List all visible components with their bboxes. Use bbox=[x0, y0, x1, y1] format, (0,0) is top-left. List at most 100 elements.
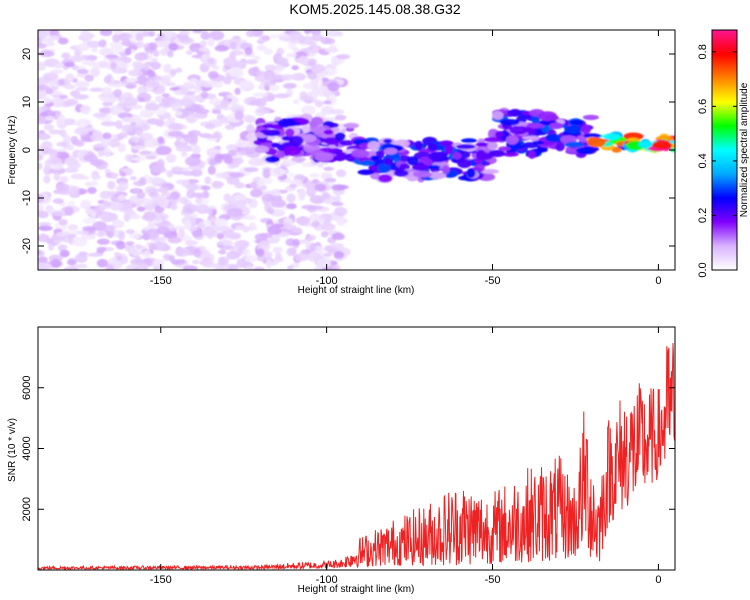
heatmap-cell bbox=[652, 140, 672, 149]
heatmap-cell bbox=[412, 171, 433, 178]
y-tick-label: 0 bbox=[21, 147, 33, 153]
heatmap-cell bbox=[111, 219, 125, 229]
heatmap-cell bbox=[38, 162, 43, 170]
heatmap-cell bbox=[191, 144, 201, 155]
heatmap-cell bbox=[151, 195, 166, 205]
heatmap-cell bbox=[153, 50, 160, 57]
heatmap-cell bbox=[182, 265, 198, 270]
heatmap-cell bbox=[383, 138, 393, 144]
heatmap-cell bbox=[333, 206, 348, 217]
heatmap-cell bbox=[253, 266, 262, 270]
heatmap-cell bbox=[323, 129, 334, 135]
heatmap-cell bbox=[223, 157, 235, 164]
heatmap-cell bbox=[246, 124, 255, 134]
heatmap-cell bbox=[179, 30, 190, 36]
y-tick-label: 2000 bbox=[21, 497, 33, 521]
heatmap-cell bbox=[407, 156, 419, 166]
heatmap-cell bbox=[234, 193, 247, 202]
heatmap-cell bbox=[107, 180, 116, 190]
heatmap-cell bbox=[135, 41, 145, 49]
heatmap-cell bbox=[167, 50, 174, 58]
heatmap-cell bbox=[461, 138, 477, 143]
heatmap-cell bbox=[73, 56, 84, 62]
heatmap-cell bbox=[99, 30, 113, 37]
heatmap-cell bbox=[384, 157, 394, 166]
heatmap-cell bbox=[131, 156, 147, 162]
heatmap-cell bbox=[63, 84, 76, 90]
heatmap-cell bbox=[115, 185, 126, 192]
heatmap-cell bbox=[112, 33, 121, 43]
heatmap-cell bbox=[73, 94, 89, 100]
heatmap-cell bbox=[124, 47, 132, 56]
heatmap-cell bbox=[99, 190, 112, 200]
heatmap-cell bbox=[96, 231, 105, 237]
heatmap-cell bbox=[320, 172, 333, 180]
heatmap-cell bbox=[261, 193, 276, 202]
snr-x-axis: -150 -100 -50 0 bbox=[150, 327, 661, 586]
heatmap-cell bbox=[253, 66, 259, 72]
heatmap-cell bbox=[43, 124, 55, 131]
heatmap-cell bbox=[235, 140, 251, 148]
heatmap-cell bbox=[41, 141, 53, 150]
heatmap-cell bbox=[495, 130, 504, 138]
heatmap-cell bbox=[178, 258, 186, 265]
heatmap-cell bbox=[360, 160, 375, 166]
heatmap-cell bbox=[166, 153, 177, 163]
colorbar-tick-label: 0.8 bbox=[697, 44, 709, 59]
heatmap-cell bbox=[304, 180, 316, 190]
heatmap-cell bbox=[330, 65, 337, 70]
heatmap-cell bbox=[75, 139, 85, 147]
heatmap-cell bbox=[292, 99, 300, 105]
heatmap-cell bbox=[125, 77, 139, 83]
heatmap-cell bbox=[603, 133, 621, 141]
heatmap-cell bbox=[204, 176, 212, 185]
heatmap-cell bbox=[280, 224, 297, 229]
heatmap-cell bbox=[153, 75, 163, 81]
heatmap-cell bbox=[509, 125, 528, 135]
heatmap-cell bbox=[528, 129, 537, 134]
heatmap-cell bbox=[427, 143, 438, 152]
heatmap-cell bbox=[38, 249, 42, 256]
heatmap-cell bbox=[274, 93, 290, 99]
heatmap-cell bbox=[58, 79, 65, 86]
heatmap-cell bbox=[101, 216, 113, 223]
heatmap-cell bbox=[180, 97, 193, 108]
heatmap-cell bbox=[506, 144, 526, 150]
heatmap-cell bbox=[194, 197, 203, 204]
heatmap-cell bbox=[193, 247, 202, 258]
heatmap-cell bbox=[89, 181, 99, 186]
heatmap-cell bbox=[125, 241, 135, 246]
heatmap-cell bbox=[109, 105, 124, 116]
heatmap-cell bbox=[56, 141, 67, 147]
heatmap-cell bbox=[248, 158, 264, 167]
heatmap-cell bbox=[145, 260, 154, 266]
heatmap-cell bbox=[168, 43, 179, 51]
heatmap-cell bbox=[307, 187, 317, 196]
heatmap-cell bbox=[399, 163, 411, 171]
heatmap-cell bbox=[186, 189, 196, 199]
heatmap-cell bbox=[190, 204, 197, 210]
heatmap-cells bbox=[38, 30, 675, 270]
heatmap-cell bbox=[370, 172, 381, 180]
heatmap-cell bbox=[545, 133, 562, 143]
heatmap-cell bbox=[323, 100, 332, 105]
heatmap-cell bbox=[286, 247, 297, 257]
heatmap-cell bbox=[339, 140, 354, 146]
heatmap-cell bbox=[136, 244, 143, 250]
heatmap-cell bbox=[328, 94, 336, 99]
heatmap-cell bbox=[64, 207, 74, 216]
heatmap-cell bbox=[38, 222, 51, 227]
heatmap-cell bbox=[255, 70, 265, 76]
heatmap-cell bbox=[168, 122, 183, 131]
heatmap-cell bbox=[321, 223, 336, 231]
heatmap-cell bbox=[155, 95, 164, 103]
heatmap-cell bbox=[70, 186, 80, 195]
heatmap-cell bbox=[127, 247, 137, 255]
heatmap-cell bbox=[233, 240, 250, 249]
heatmap-cell bbox=[214, 218, 229, 227]
heatmap-cell bbox=[301, 105, 316, 116]
heatmap-cell bbox=[321, 192, 330, 200]
heatmap-cell bbox=[311, 33, 324, 42]
heatmap-cell bbox=[267, 207, 275, 215]
heatmap-cell bbox=[145, 155, 157, 160]
